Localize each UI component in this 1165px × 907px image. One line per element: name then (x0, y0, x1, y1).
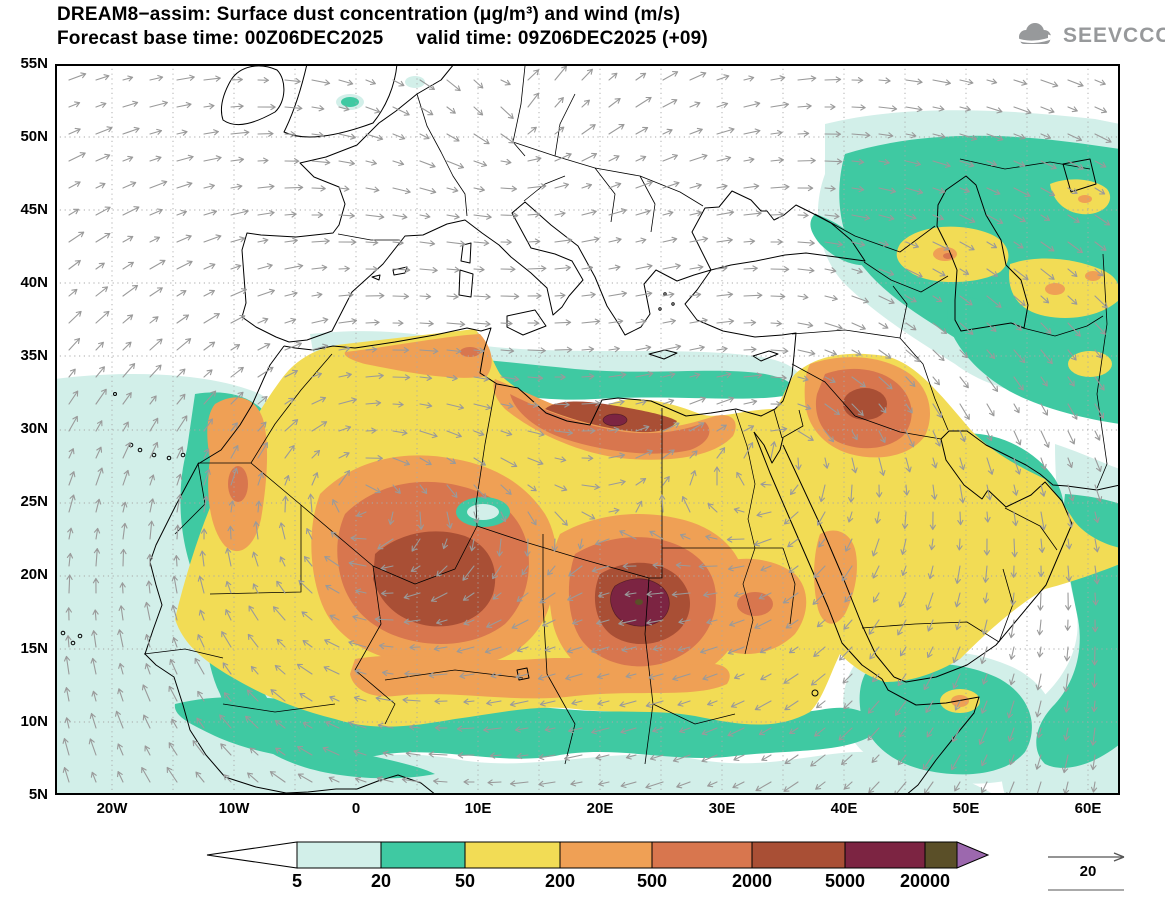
colorbar-label: 20000 (899, 871, 951, 891)
lat-axis-label: 30N (20, 420, 48, 437)
wind-reference-arrow (1048, 852, 1125, 891)
colorbar-seg-200-500 (559, 841, 653, 869)
coastlines (60, 63, 1121, 796)
lon-axis-label: 10W (218, 800, 250, 817)
colorbar-overflow-arrow (956, 841, 990, 869)
lat-axis-label: 10N (20, 713, 48, 730)
colorbar-label: 5 (291, 871, 302, 891)
colorbar-label: 200 (544, 871, 576, 891)
dust-layer-20000-plus (635, 599, 643, 605)
colorbar-seg-20000-plus (924, 841, 958, 869)
wind-reference-value: 20 (1079, 863, 1097, 880)
map-frame (55, 64, 1120, 795)
colorbar-seg-50-200 (464, 841, 561, 869)
lat-axis-label: 50N (20, 128, 48, 145)
colorbar-seg-5-20 (296, 841, 382, 869)
lat-axis-label: 25N (20, 493, 48, 510)
lat-axis-label: 35N (20, 347, 48, 364)
seevccc-logo: SEEVCCC (1014, 22, 1165, 50)
lat-axis-label: 20N (20, 566, 48, 583)
lat-axis-label: 15N (20, 640, 48, 657)
lat-axis-label: 40N (20, 274, 48, 291)
dust-clear-spot (456, 497, 510, 527)
wind-reference: 20 (1040, 846, 1155, 900)
colorbar-label: 5000 (824, 871, 866, 891)
logo-text: SEEVCCC (1063, 24, 1165, 47)
lon-axis-label: 60E (1074, 800, 1102, 817)
colorbar-seg-2000-5000 (751, 841, 846, 869)
colorbar-scale (206, 841, 990, 869)
lon-axis-label: 20W (96, 800, 128, 817)
colorbar-label: 500 (636, 871, 668, 891)
map-canvas (55, 63, 1121, 800)
colorbar-label: 50 (454, 871, 476, 891)
page-title: DREAM8−assim: Surface dust concentration… (57, 4, 681, 25)
lon-axis-label: 50E (952, 800, 980, 817)
lat-axis-label: 55N (20, 55, 48, 72)
colorbar-seg-500-2000 (651, 841, 753, 869)
cloud-icon (1015, 23, 1055, 44)
lon-axis-label: 0 (351, 800, 361, 817)
colorbar-label: 20 (370, 871, 392, 891)
lon-axis-label: 40E (830, 800, 858, 817)
map-area (55, 63, 1121, 800)
lat-axis-label: 45N (20, 201, 48, 218)
colorbar-underflow-arrow (206, 841, 298, 869)
wind-arrows (62, 65, 1112, 800)
colorbar-seg-5000-20000 (844, 841, 926, 869)
page-subtitle: Forecast base time: 00Z06DEC2025 valid t… (57, 28, 708, 49)
lon-axis-label: 10E (464, 800, 492, 817)
colorbar-seg-20-50 (380, 841, 466, 869)
lon-axis-label: 30E (708, 800, 736, 817)
lon-axis-label: 20E (586, 800, 614, 817)
lat-axis-label: 5N (28, 786, 48, 803)
colorbar: 5 20 50 200 500 2000 5000 20000 (205, 841, 990, 899)
colorbar-label: 2000 (731, 871, 773, 891)
